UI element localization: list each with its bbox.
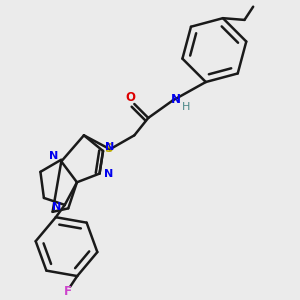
Text: H: H bbox=[182, 102, 190, 112]
Text: N: N bbox=[170, 93, 180, 106]
Text: F: F bbox=[64, 285, 71, 298]
Text: O: O bbox=[125, 91, 135, 104]
Text: N: N bbox=[52, 202, 62, 212]
Text: S: S bbox=[104, 142, 112, 155]
Text: N: N bbox=[103, 169, 113, 178]
Text: N: N bbox=[105, 142, 115, 152]
Text: N: N bbox=[49, 151, 58, 161]
